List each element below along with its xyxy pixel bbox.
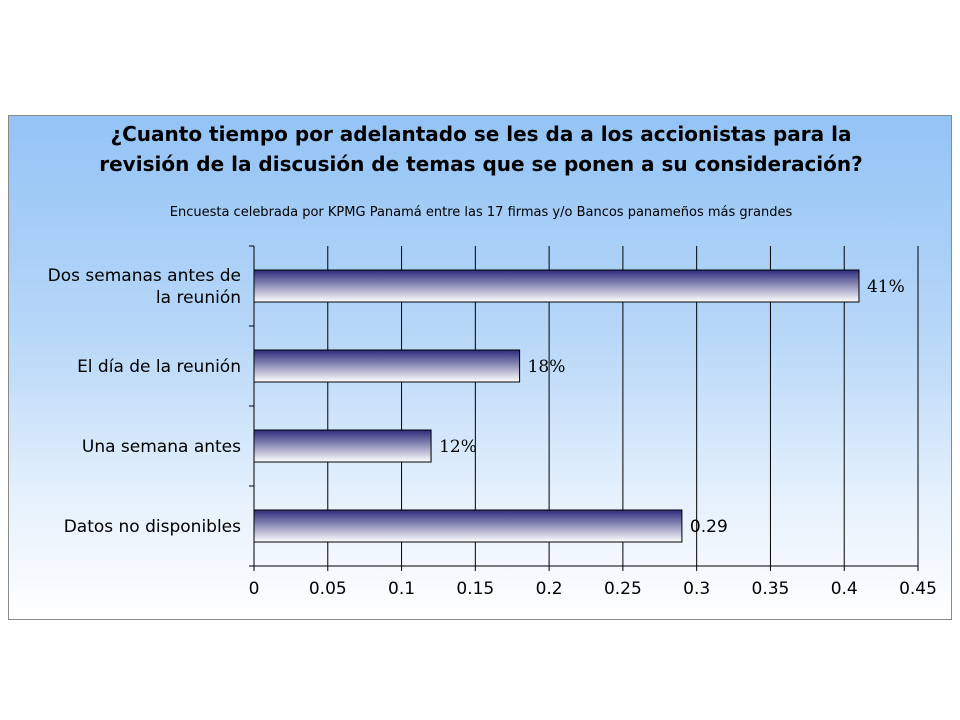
bar [253,269,860,303]
x-tick-label: 0.45 [899,579,937,599]
x-tick-label: 0.35 [752,579,790,599]
chart-title-line-1: ¿Cuanto tiempo por adelantado se les da … [111,122,852,146]
data-label: 18% [528,357,566,377]
bar-chart: ¿Cuanto tiempo por adelantado se les da … [48,122,937,599]
bar [253,429,432,463]
category-label: Una semana antes [82,437,241,457]
x-tick-label: 0.1 [388,579,415,599]
axes [249,245,919,571]
chart-title-line-2: revisión de la discusión de temas que se… [99,152,863,176]
labels: 0 0.05 0.1 0.15 0.2 0.25 0.3 0.35 0.4 0.45 Dos sem… [48,266,937,599]
category-label: Dos semanas antes de [48,266,241,286]
chart-panel: ¿Cuanto tiempo por adelantado se les da … [8,115,952,620]
chart-subtitle: Encuesta celebrada por KPMG Panamá entre… [170,205,793,220]
x-tick-label: 0.3 [683,579,710,599]
bar [253,509,683,543]
category-label: Datos no disponibles [64,517,241,537]
bars [253,269,860,543]
data-label: 12% [439,437,477,457]
x-tick-label: 0 [249,579,260,599]
x-tick-label: 0.4 [831,579,858,599]
x-tick-label: 0.2 [536,579,563,599]
data-label: 0.29 [690,517,728,537]
x-tick-label: 0.25 [604,579,642,599]
x-tick-label: 0.05 [309,579,347,599]
x-tick-label: 0.15 [456,579,494,599]
category-label: la reunión [156,288,241,308]
data-label: 41% [867,277,905,297]
category-label: El día de la reunión [77,357,241,377]
bar [253,349,521,383]
